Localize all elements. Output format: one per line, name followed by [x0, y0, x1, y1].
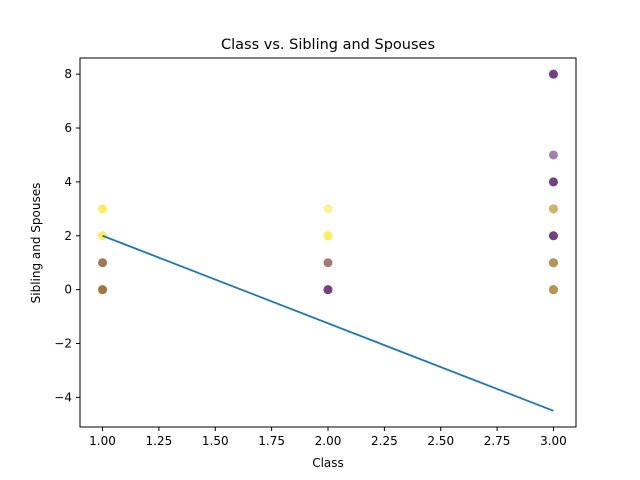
x-tick-label: 3.00: [540, 434, 567, 448]
scatter-point: [98, 285, 108, 295]
x-tick-label: 1.00: [89, 434, 116, 448]
trend-line: [102, 234, 554, 412]
scatter-point: [548, 204, 558, 214]
y-tick-label: 0: [64, 283, 72, 297]
scatter-point: [548, 69, 558, 79]
x-axis-label: Class: [312, 456, 344, 470]
y-tick-label: 2: [64, 229, 72, 243]
x-tick-label: 1.50: [202, 434, 229, 448]
scatter-point: [323, 258, 333, 268]
x-tick-label: 2.50: [427, 434, 454, 448]
scatter-point: [548, 285, 558, 295]
scatter-point: [548, 177, 558, 187]
scatter-point: [323, 285, 333, 295]
scatter-point: [98, 204, 108, 214]
x-tick-label: 1.25: [146, 434, 173, 448]
chart-title: Class vs. Sibling and Spouses: [221, 37, 435, 53]
x-tick-label: 2.75: [484, 434, 511, 448]
scatter-point: [323, 204, 333, 214]
plot-area: [98, 69, 558, 412]
scatter-point: [548, 258, 558, 268]
x-tick-label: 1.75: [258, 434, 285, 448]
y-tick-label: 6: [64, 121, 72, 135]
scatter-point: [323, 231, 333, 241]
y-tick-label: −2: [54, 337, 72, 351]
scatter-point: [98, 258, 108, 268]
scatter-point: [548, 150, 558, 160]
y-tick-label: 4: [64, 175, 72, 189]
y-tick-label: −4: [54, 390, 72, 404]
x-tick-label: 2.00: [315, 434, 342, 448]
axes: 1.00 1.25 1.50 1.75 2.00 2.25 2.50 2.75 3.00 −4 −2…: [54, 57, 577, 448]
x-tick-label: 2.25: [371, 434, 398, 448]
y-axis-label: Sibling and Spouses: [29, 183, 43, 304]
y-tick-label: 8: [64, 67, 72, 81]
scatter-point: [548, 231, 558, 241]
